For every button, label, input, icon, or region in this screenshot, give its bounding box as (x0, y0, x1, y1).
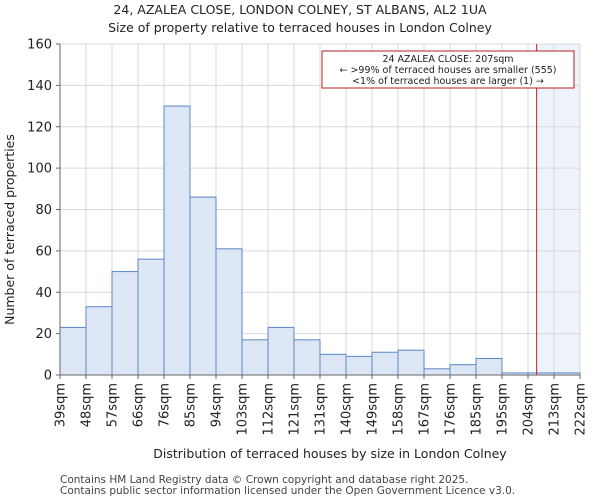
x-tick-label: 222sqm (574, 383, 589, 436)
y-tick-label: 0 (44, 369, 52, 384)
bar (345, 355, 373, 376)
x-tick-label: 185sqm (470, 383, 485, 436)
x-tick-label: 167sqm (418, 383, 433, 436)
x-tick-label: 103sqm (236, 383, 251, 436)
bar (137, 258, 165, 376)
x-tick-label: 39sqm (54, 383, 69, 427)
y-tick-label: 60 (35, 244, 52, 259)
y-tick-label: 40 (35, 286, 52, 301)
bar (59, 326, 87, 376)
y-tick-label: 140 (27, 79, 52, 94)
footer-copyright: Contains HM Land Registry data © Crown c… (60, 474, 469, 486)
x-tick-label: 149sqm (366, 383, 381, 436)
y-tick-label: 120 (27, 120, 52, 135)
x-tick-label: 195sqm (496, 383, 511, 436)
x-tick-label: 48sqm (80, 383, 95, 427)
x-axis-title: Distribution of terraced houses by size … (153, 446, 507, 461)
chart-subtitle: Size of property relative to terraced ho… (108, 20, 492, 35)
x-tick-label: 66sqm (132, 383, 147, 427)
y-tick-label: 20 (35, 327, 52, 342)
annotation-title: 24 AZALEA CLOSE: 207sqm (382, 54, 513, 65)
x-tick-label: 121sqm (288, 383, 303, 436)
bar (215, 248, 243, 376)
annotation-smaller: ← >99% of terraced houses are smaller (5… (339, 65, 556, 76)
x-tick-label: 140sqm (340, 383, 355, 436)
bar (85, 306, 113, 376)
x-tick-label: 204sqm (522, 383, 537, 436)
x-tick-label: 158sqm (392, 383, 407, 436)
footer-licence: Contains public sector information licen… (60, 485, 516, 497)
x-tick-label: 131sqm (314, 383, 329, 436)
bar (267, 326, 295, 376)
bar (163, 105, 191, 376)
bar (449, 364, 477, 376)
x-tick-label: 94sqm (210, 383, 225, 427)
y-tick-label: 100 (27, 162, 52, 177)
bar (475, 357, 503, 376)
x-tick-label: 85sqm (184, 383, 199, 427)
bar (241, 339, 269, 376)
annotation-larger: <1% of terraced houses are larger (1) → (352, 76, 544, 87)
x-tick-label: 176sqm (444, 383, 459, 436)
x-tick-label: 213sqm (548, 383, 563, 436)
bar (423, 368, 451, 376)
x-tick-label: 57sqm (106, 383, 121, 427)
x-tick-label: 76sqm (158, 383, 173, 427)
bar (371, 351, 399, 376)
y-axis-title: Number of terraced properties (2, 134, 17, 325)
y-tick-label: 160 (27, 38, 52, 53)
bar (397, 349, 425, 376)
chart-title: 24, AZALEA CLOSE, LONDON COLNEY, ST ALBA… (113, 2, 487, 17)
x-tick-label: 112sqm (262, 383, 277, 436)
bar (319, 353, 347, 376)
bar (293, 339, 321, 376)
y-tick-label: 80 (35, 203, 52, 218)
bar (111, 271, 139, 376)
annotation-box (321, 50, 575, 89)
bar (189, 196, 217, 376)
